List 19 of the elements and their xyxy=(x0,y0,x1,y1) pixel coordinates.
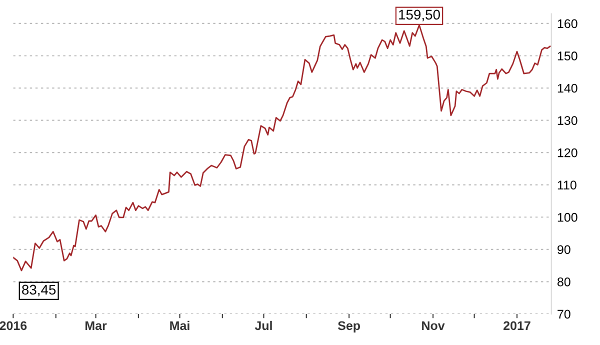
x-tick-label: 2016 xyxy=(0,321,27,330)
y-tick-label: 160 xyxy=(558,19,578,28)
x-tick-label: Mar xyxy=(86,321,107,330)
annotation: 159,50 xyxy=(399,10,440,22)
annotation: 83,45 xyxy=(22,284,56,296)
y-tick-label: 70 xyxy=(558,310,570,319)
y-tick-label: 130 xyxy=(558,116,578,125)
x-tick-label: 2017 xyxy=(504,321,530,330)
x-tick-label: Sep xyxy=(338,321,360,333)
x-tick-label: Mai xyxy=(170,320,190,330)
y-tick-label: 140 xyxy=(558,84,578,93)
y-tick-label: 120 xyxy=(558,148,578,158)
x-tick-label: Nov xyxy=(422,321,445,330)
y-tick-label: 110 xyxy=(558,180,576,190)
y-tick-label: 150 xyxy=(558,52,578,60)
y-tick-label: 100 xyxy=(558,212,578,222)
x-tick-label: Jul xyxy=(254,320,272,330)
y-tick-label: 90 xyxy=(558,245,570,254)
y-tick-label: 80 xyxy=(558,277,570,286)
